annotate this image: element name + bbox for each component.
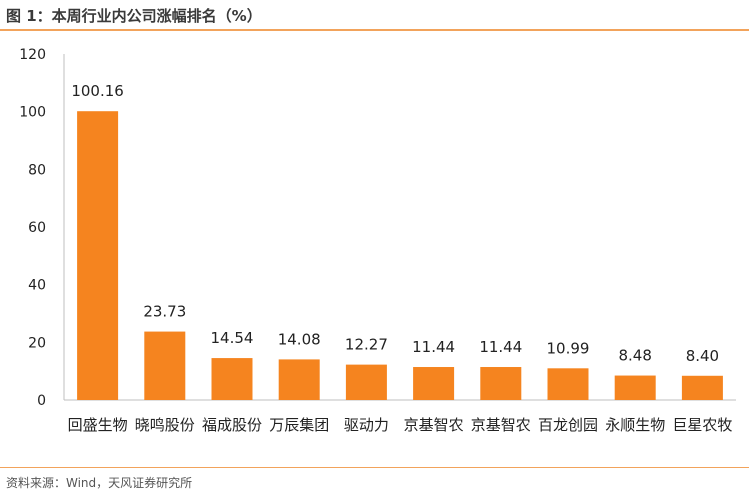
data-label: 23.73 [143, 303, 186, 321]
bar [77, 111, 119, 401]
category-label: 永顺生物 [605, 416, 665, 434]
category-label: 百龙创园 [538, 416, 598, 434]
data-label: 8.40 [686, 347, 719, 365]
category-label: 京基智农 [471, 416, 531, 434]
data-label: 11.44 [412, 338, 455, 356]
bar [681, 375, 723, 400]
source-note: 资料来源：Wind，天风证券研究所 [6, 476, 193, 490]
bar [413, 367, 455, 400]
category-label: 京基智农 [404, 416, 464, 434]
y-tick-label: 120 [19, 47, 46, 63]
category-label: 驱动力 [344, 416, 389, 434]
y-tick-label: 40 [28, 278, 46, 294]
data-label: 11.44 [479, 338, 522, 356]
bar [278, 359, 320, 400]
bar [211, 358, 253, 400]
category-label: 万辰集团 [269, 416, 329, 434]
data-label: 8.48 [618, 347, 651, 365]
category-label: 晓鸣股份 [135, 416, 195, 434]
category-label: 回盛生物 [68, 416, 128, 434]
figure-title: 图 1：本周行业内公司涨幅排名（%） [6, 7, 262, 25]
bar [614, 375, 656, 400]
source-rule [0, 467, 749, 468]
data-label: 14.54 [211, 329, 254, 347]
data-label: 100.16 [71, 82, 124, 100]
bar [547, 368, 589, 400]
data-label: 14.08 [278, 330, 321, 348]
category-label: 巨星农牧 [672, 416, 732, 434]
title-rule [0, 29, 749, 31]
bar [480, 367, 522, 400]
y-tick-label: 80 [28, 162, 46, 178]
y-tick-label: 100 [19, 105, 46, 121]
bar [144, 331, 186, 400]
y-tick-label: 60 [28, 220, 46, 236]
y-tick-label: 20 [28, 335, 46, 351]
y-tick-label: 0 [37, 393, 46, 409]
category-label: 福成股份 [202, 416, 262, 434]
bar [345, 364, 387, 400]
data-label: 12.27 [345, 336, 388, 354]
data-label: 10.99 [547, 339, 590, 357]
